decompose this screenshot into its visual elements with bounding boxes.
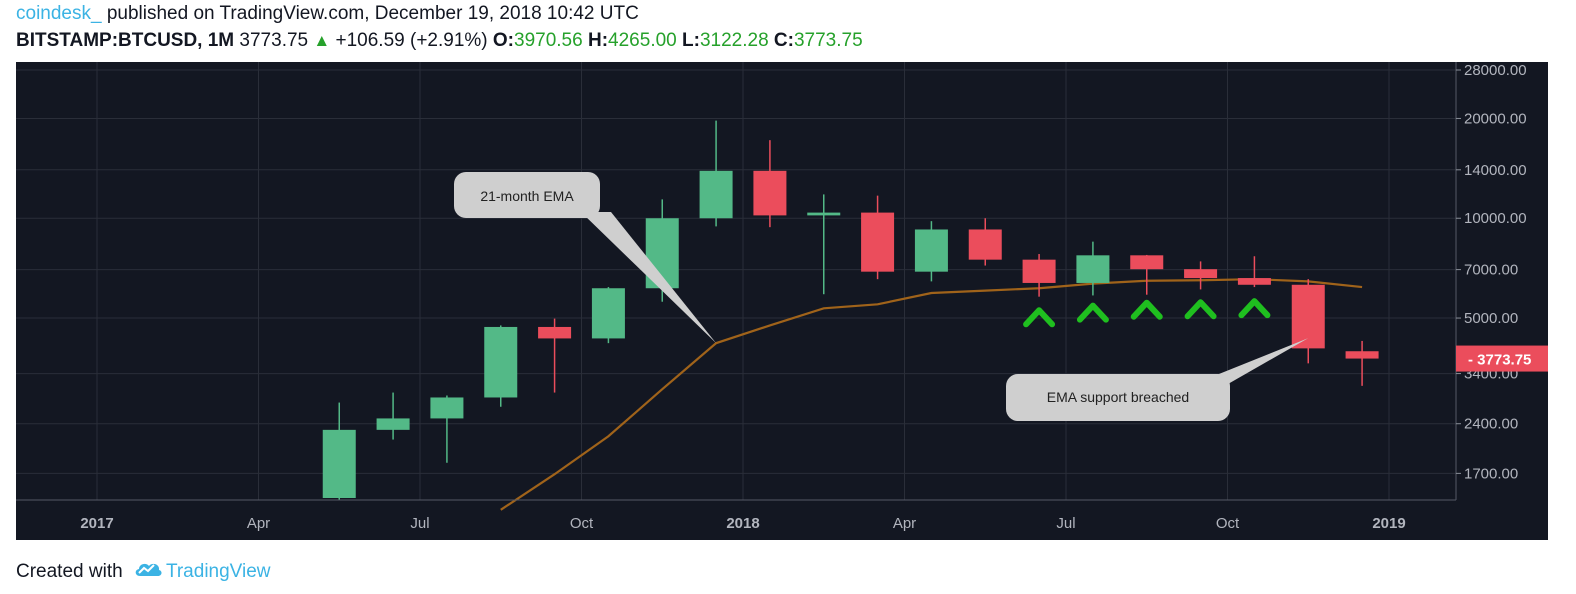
x-tick-label: Oct	[1216, 515, 1240, 532]
candle-body[interactable]	[807, 212, 841, 216]
publish-info: coindesk_ published on TradingView.com, …	[16, 3, 639, 25]
callout-box	[454, 172, 600, 218]
support-arrow-icon	[1238, 298, 1271, 319]
candle-body[interactable]	[1237, 278, 1271, 285]
open-value: 3970.56	[514, 30, 583, 51]
candle-body[interactable]	[1345, 351, 1379, 359]
candle-body[interactable]	[538, 326, 572, 339]
chart-area[interactable]: 21-month EMA EMA support breached 1700.00 2…	[16, 62, 1548, 540]
candle-body[interactable]	[484, 326, 518, 398]
candle-body[interactable]	[1184, 269, 1218, 279]
close-value: 3773.75	[793, 30, 863, 51]
symbol-info: BITSTAMP:BTCUSD, 1M 3773.75 ▲ +106.59 (+…	[16, 30, 863, 52]
candle-body[interactable]	[376, 418, 410, 430]
x-tick-label: Apr	[893, 515, 916, 532]
low-label: L:	[682, 30, 700, 51]
y-tick-label: 7000.00	[1464, 262, 1518, 279]
breach-callout-text: EMA support breached	[1047, 389, 1189, 405]
candle-body[interactable]	[914, 229, 948, 272]
y-tick-label: 20000.00	[1464, 110, 1527, 127]
published-text: published on TradingView.com, December 1…	[101, 3, 639, 24]
tradingview-link[interactable]: TradingView	[165, 561, 271, 583]
candle-body[interactable]	[322, 429, 356, 498]
ema-line	[500, 278, 1363, 511]
price-label-box	[1456, 345, 1548, 372]
candle-body[interactable]	[699, 170, 733, 219]
x-tick-label: Jul	[1056, 515, 1075, 532]
ema-callout-text: 21-month EMA	[480, 188, 574, 204]
support-arrow-icon	[1076, 302, 1109, 323]
support-arrow-icon	[1023, 307, 1056, 328]
close-label: C:	[773, 30, 794, 51]
low-value: 3122.28	[699, 30, 769, 51]
tradingview-cloud-icon	[132, 559, 164, 585]
callout-pointer	[581, 212, 717, 344]
x-tick-label: 2019	[1372, 515, 1405, 532]
high-label: H:	[587, 30, 609, 51]
y-tick-label: 5000.00	[1464, 310, 1518, 327]
candle-body[interactable]	[430, 397, 464, 419]
support-arrow-icon	[1130, 299, 1163, 320]
x-tick-label: 2017	[80, 515, 113, 532]
candle-body[interactable]	[753, 170, 787, 216]
footer: Created with TradingView	[16, 559, 271, 585]
high-value: 4265.00	[608, 30, 677, 51]
candle-body[interactable]	[968, 229, 1002, 260]
x-tick-label: Oct	[570, 515, 594, 532]
callout-pointer	[1204, 338, 1309, 384]
up-triangle-icon: ▲	[313, 31, 331, 50]
y-tick-label: 10000.00	[1464, 210, 1527, 227]
support-arrow-icon	[1184, 299, 1217, 320]
y-tick-label: 1700.00	[1464, 465, 1518, 482]
symbol-label: BITSTAMP:BTCUSD, 1M	[16, 30, 235, 51]
x-tick-label: 2018	[726, 515, 759, 532]
candle-body[interactable]	[591, 288, 625, 339]
y-tick-label: 2400.00	[1464, 416, 1518, 433]
last-price: 3773.75	[239, 30, 309, 51]
candle-body[interactable]	[1076, 255, 1110, 283]
candle-body[interactable]	[1022, 259, 1056, 283]
x-tick-label: Apr	[247, 515, 270, 532]
y-tick-label: 14000.00	[1464, 162, 1527, 179]
candle-body[interactable]	[861, 212, 895, 272]
candle-body[interactable]	[1130, 255, 1164, 270]
price-change: +106.59 (+2.91%)	[335, 30, 488, 51]
price-chart[interactable]: 21-month EMA EMA support breached 1700.00 2…	[16, 62, 1548, 540]
x-tick-label: Jul	[410, 515, 429, 532]
open-label: O:	[492, 30, 515, 51]
publisher-link[interactable]: coindesk_	[16, 3, 102, 24]
candle-body[interactable]	[1291, 284, 1325, 349]
created-with-text: Created with	[16, 561, 123, 583]
price-label-text: - 3773.75	[1468, 352, 1531, 369]
y-tick-label: 28000.00	[1464, 62, 1527, 79]
callout-box	[1006, 374, 1230, 421]
